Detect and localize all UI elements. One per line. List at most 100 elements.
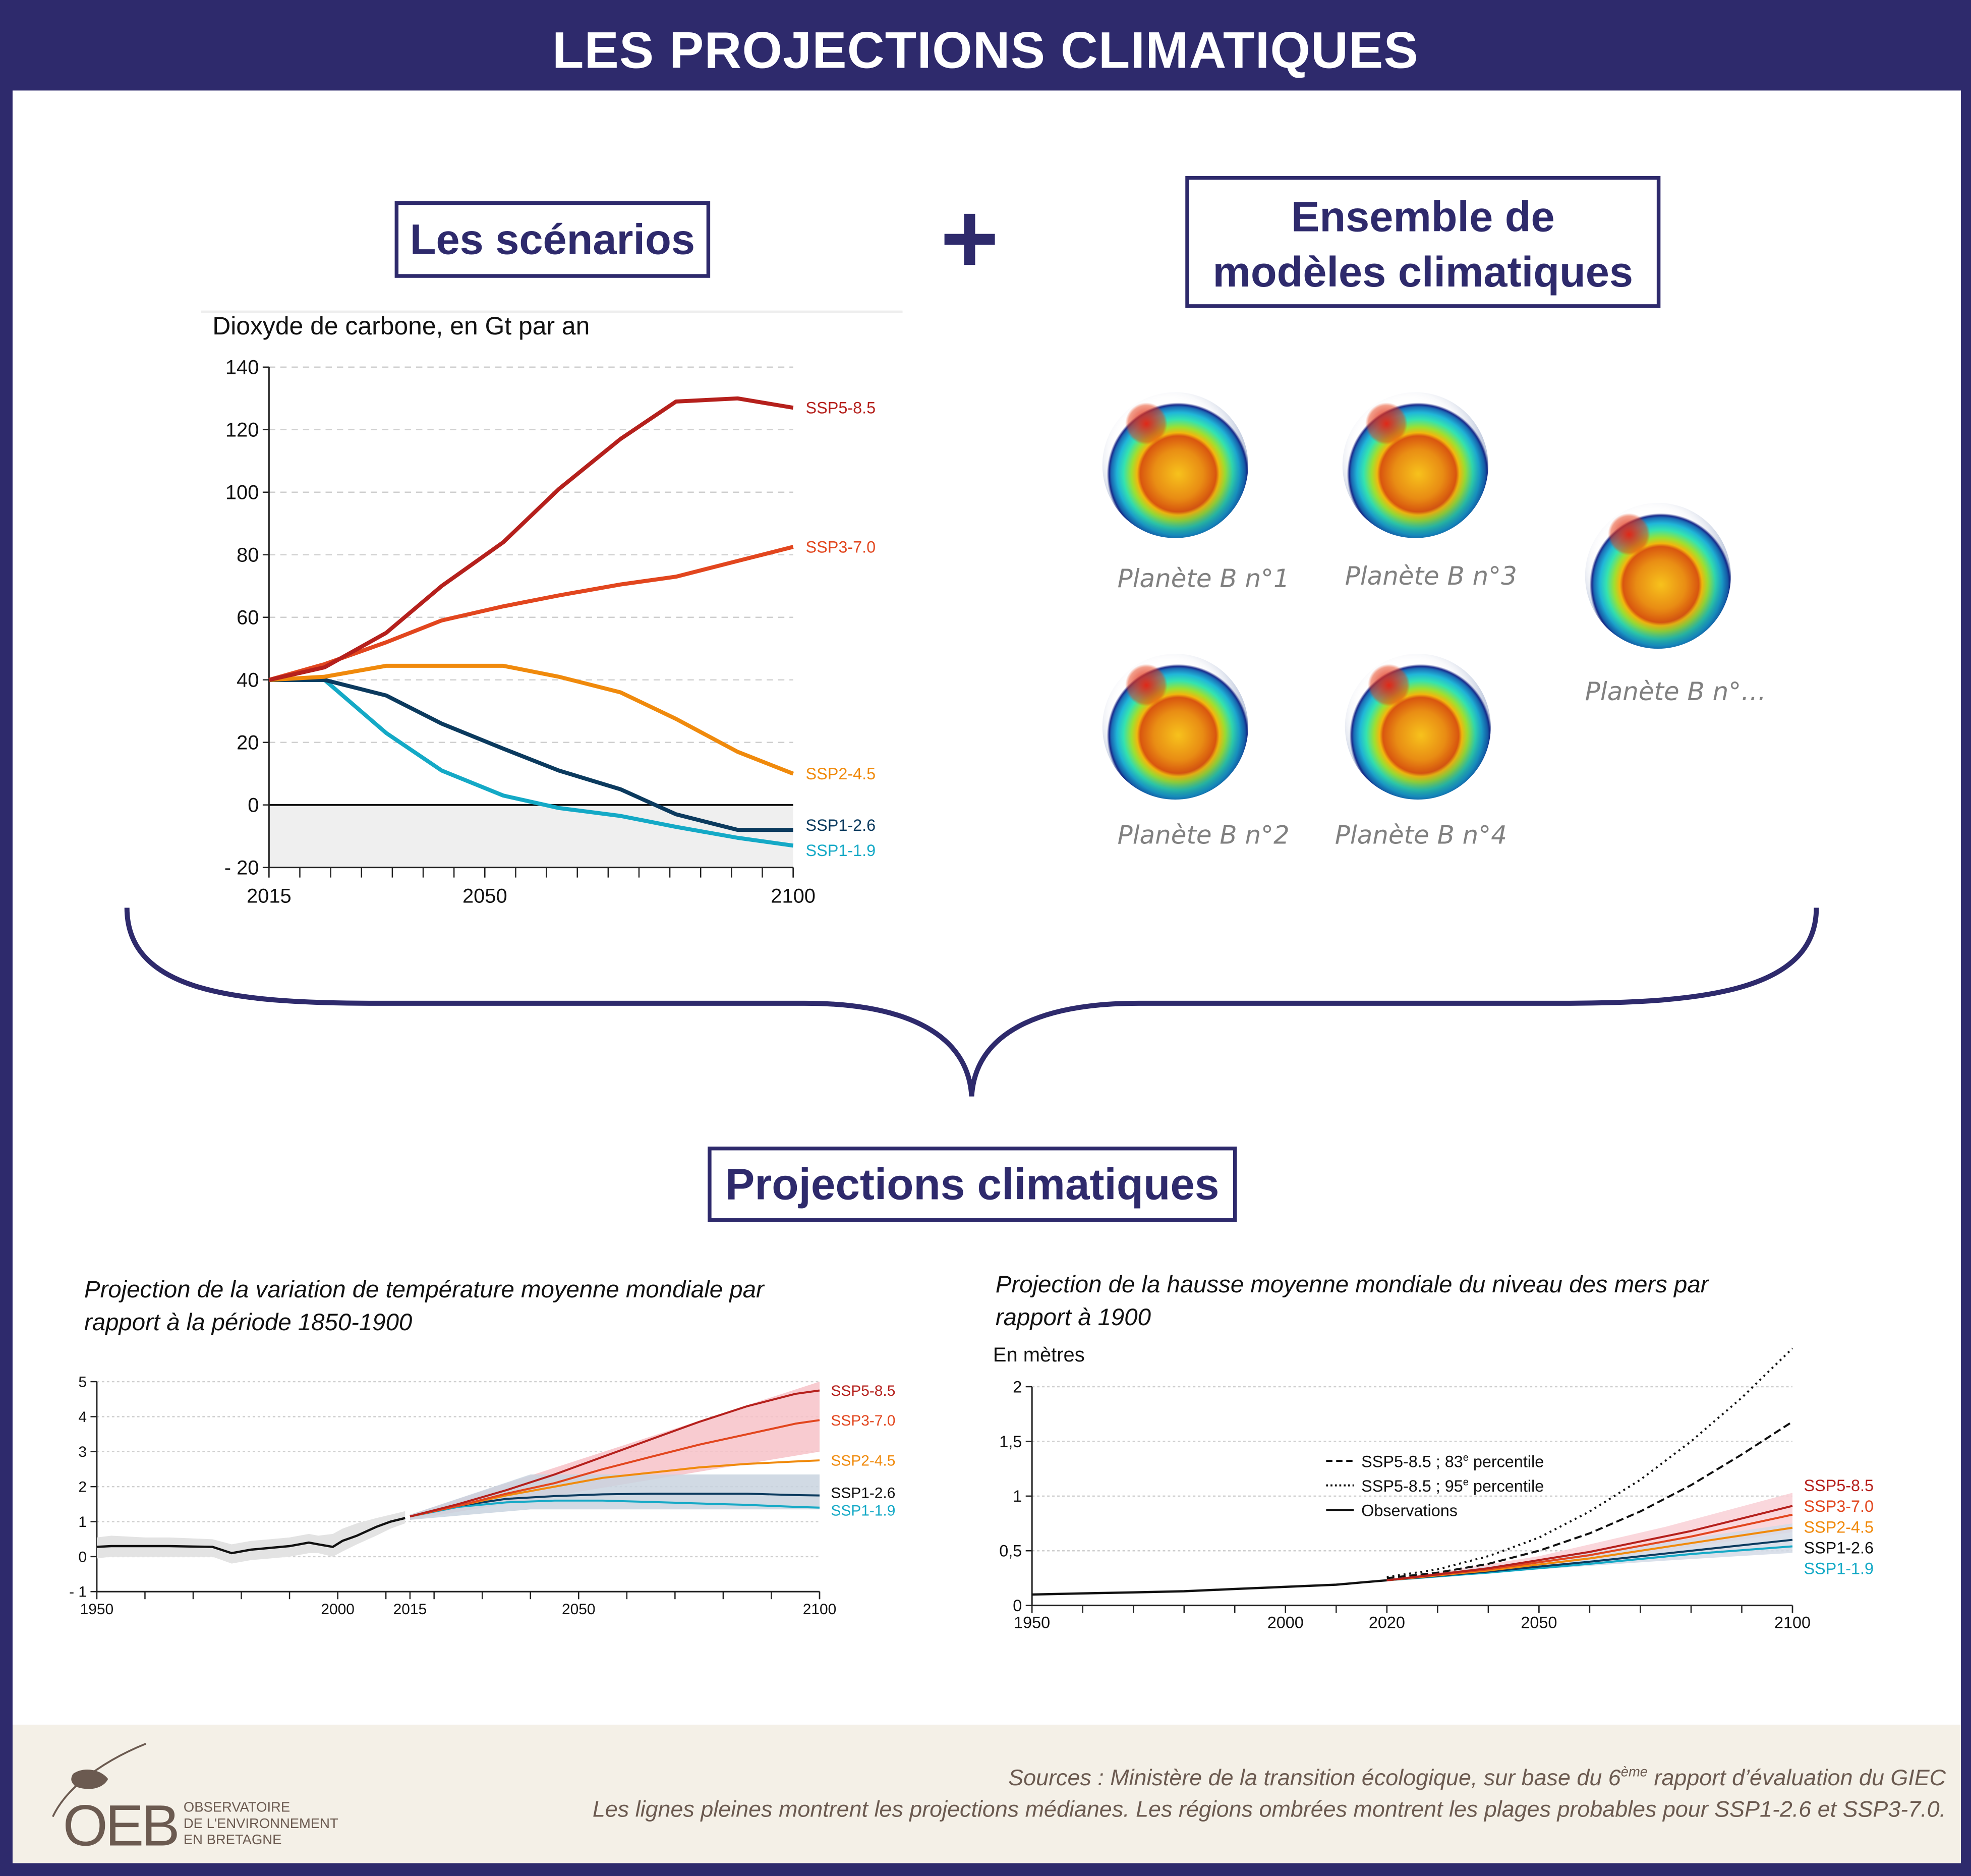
series-line-ssp3-7.0: [268, 545, 794, 682]
x-tick-label: 2050: [1521, 1614, 1557, 1632]
oeb-logo-text: OEB: [63, 1793, 180, 1858]
y-tick-label: 0: [78, 1549, 87, 1565]
y-tick-label: 4: [78, 1409, 87, 1426]
footer: [12, 1725, 1961, 1863]
y-tick-label: - 1: [69, 1584, 87, 1601]
y-tick-label: 0,5: [999, 1542, 1022, 1560]
y-tick-label: 0: [1013, 1597, 1022, 1615]
content-panel: [12, 90, 1961, 1725]
series-line-ssp5-8.5: [268, 396, 794, 682]
percentile-95-line: [1386, 1347, 1793, 1578]
series-line-ssp3-7.0: [410, 1419, 820, 1518]
y-tick-label: 1,5: [999, 1433, 1022, 1451]
series-line-ssp1-2.6: [269, 677, 793, 832]
logo-sub-1: OBSERVATOIRE: [183, 1800, 291, 1815]
x-tick-label: 2050: [462, 885, 507, 905]
x-tick-label: 2020: [1369, 1614, 1405, 1632]
percentile-83-line: [1386, 1420, 1793, 1579]
x-tick-label: 2015: [393, 1601, 427, 1618]
y-tick-label: 3: [78, 1444, 87, 1460]
series-label-ssp3-7.0: SSP3-7.0: [806, 538, 876, 556]
y-tick-label: 0: [248, 794, 259, 817]
series-label-ssp1-2.6: SSP1-2.6: [1804, 1539, 1874, 1557]
sea-title-line2: rapport à 1900: [995, 1305, 1151, 1332]
y-tick-label: 1: [78, 1514, 87, 1530]
x-tick-label: 2100: [1774, 1614, 1811, 1632]
series-line-ssp5-8.5: [410, 1389, 820, 1518]
x-tick-label: 2000: [1267, 1614, 1304, 1632]
planet-label-n: Planète B n°…: [1585, 676, 1766, 707]
planet-model-n-image: [1585, 502, 1731, 649]
models-label-line2: modèles climatiques: [1212, 249, 1634, 297]
y-tick-label: 100: [225, 482, 259, 504]
x-tick-label: 1950: [1014, 1614, 1050, 1632]
sea-title-line1: Projection de la hausse moyenne mondiale…: [995, 1272, 1709, 1299]
series-label-ssp2-4.5: SSP2-4.5: [1804, 1518, 1874, 1536]
co2-chart-title: Dioxyde de carbone, en Gt par an: [212, 313, 590, 341]
series-label-ssp1-2.6: SSP1-2.6: [831, 1485, 895, 1502]
models-box: Ensemble de modèles climatiques: [1185, 176, 1661, 308]
series-label-ssp1-1.9: SSP1-1.9: [1804, 1560, 1874, 1578]
planet-model-4-image: [1345, 653, 1491, 800]
sources-text: Sources : Ministère de la transition éco…: [1008, 1765, 1946, 1791]
series-line-ssp1-1.9: [410, 1499, 820, 1518]
planet-label-4: Planète B n°4: [1335, 819, 1507, 850]
sea-level-chart-title: Projection de la hausse moyenne mondiale…: [996, 1270, 1709, 1335]
series-label-ssp1-2.6: SSP1-2.6: [806, 816, 876, 834]
x-tick-label: 2000: [321, 1601, 354, 1618]
planet-model-3-image: [1342, 392, 1488, 538]
divider: [201, 310, 903, 313]
x-tick-label: 2050: [562, 1601, 596, 1618]
y-tick-label: 120: [225, 419, 259, 441]
planet-model-2-image: [1102, 653, 1248, 800]
observation-uncertainty-band: [96, 1511, 405, 1564]
series-label-ssp2-4.5: SSP2-4.5: [806, 765, 876, 783]
planet-label-1: Planète B n°1: [1117, 563, 1290, 594]
sources-post: rapport d’évaluation du GIEC: [1648, 1765, 1946, 1791]
series-label-ssp2-4.5: SSP2-4.5: [831, 1453, 895, 1469]
x-tick-label: 1950: [80, 1601, 113, 1618]
projections-label: Projections climatiques: [725, 1160, 1220, 1210]
series-label-ssp3-7.0: SSP3-7.0: [1804, 1497, 1874, 1515]
y-tick-label: - 20: [224, 857, 259, 879]
temperature-title-line2: rapport à la période 1850-1900: [84, 1310, 413, 1337]
models-label-line1: Ensemble de: [1291, 193, 1555, 242]
sources-sup: ème: [1620, 1765, 1648, 1781]
x-tick-label: 2015: [247, 885, 292, 905]
legend-label: Observations: [1361, 1502, 1458, 1520]
y-tick-label: 5: [78, 1374, 87, 1391]
co2-emissions-chart: 140 120 100 80 60 40 20 0 - 20 2015 2050 2100 SSP5-8…: [224, 357, 876, 905]
scenarios-label: Les scénarios: [410, 216, 695, 264]
legend-label: SSP5-8.5 ; 95e percentile: [1361, 1477, 1544, 1495]
series-label-ssp1-1.9: SSP1-1.9: [806, 841, 876, 860]
projections-box: Projections climatiques: [708, 1146, 1237, 1222]
curly-brace: [124, 907, 1819, 1097]
observations-line: [96, 1517, 405, 1555]
x-tick-label: 2100: [803, 1601, 837, 1618]
y-tick-label: 20: [237, 732, 259, 754]
sea-unit-label: En mètres: [993, 1345, 1085, 1367]
series-line-ssp1-2.6: [410, 1493, 820, 1518]
logo-sub-3: EN BRETAGNE: [183, 1833, 282, 1848]
note-text: Les lignes pleines montrent les projecti…: [592, 1796, 1946, 1822]
y-tick-label: 1: [1013, 1487, 1022, 1505]
temperature-title-line1: Projection de la variation de températur…: [84, 1277, 764, 1304]
likely-range-band-ssp1-2.6: [410, 1474, 820, 1520]
y-tick-label: 2: [78, 1479, 87, 1496]
series-label-ssp3-7.0: SSP3-7.0: [831, 1412, 895, 1429]
series-label-ssp5-8.5: SSP5-8.5: [806, 399, 876, 417]
y-tick-label: 40: [237, 669, 259, 692]
scenarios-box: Les scénarios: [394, 201, 711, 278]
planet-model-1-image: [1102, 392, 1248, 538]
y-tick-label: 2: [1013, 1378, 1022, 1396]
sources-pre: Sources : Ministère de la transition éco…: [1008, 1765, 1621, 1791]
oeb-logo-emblem: [51, 1743, 146, 1817]
y-tick-label: 140: [225, 357, 259, 379]
plus-sign: +: [940, 182, 999, 295]
logo-sub-2: DE L'ENVIRONNEMENT: [183, 1816, 338, 1832]
series-label-ssp1-1.9: SSP1-1.9: [831, 1503, 895, 1519]
planet-label-3: Planète B n°3: [1345, 560, 1517, 591]
x-tick-label: 2100: [771, 885, 816, 905]
